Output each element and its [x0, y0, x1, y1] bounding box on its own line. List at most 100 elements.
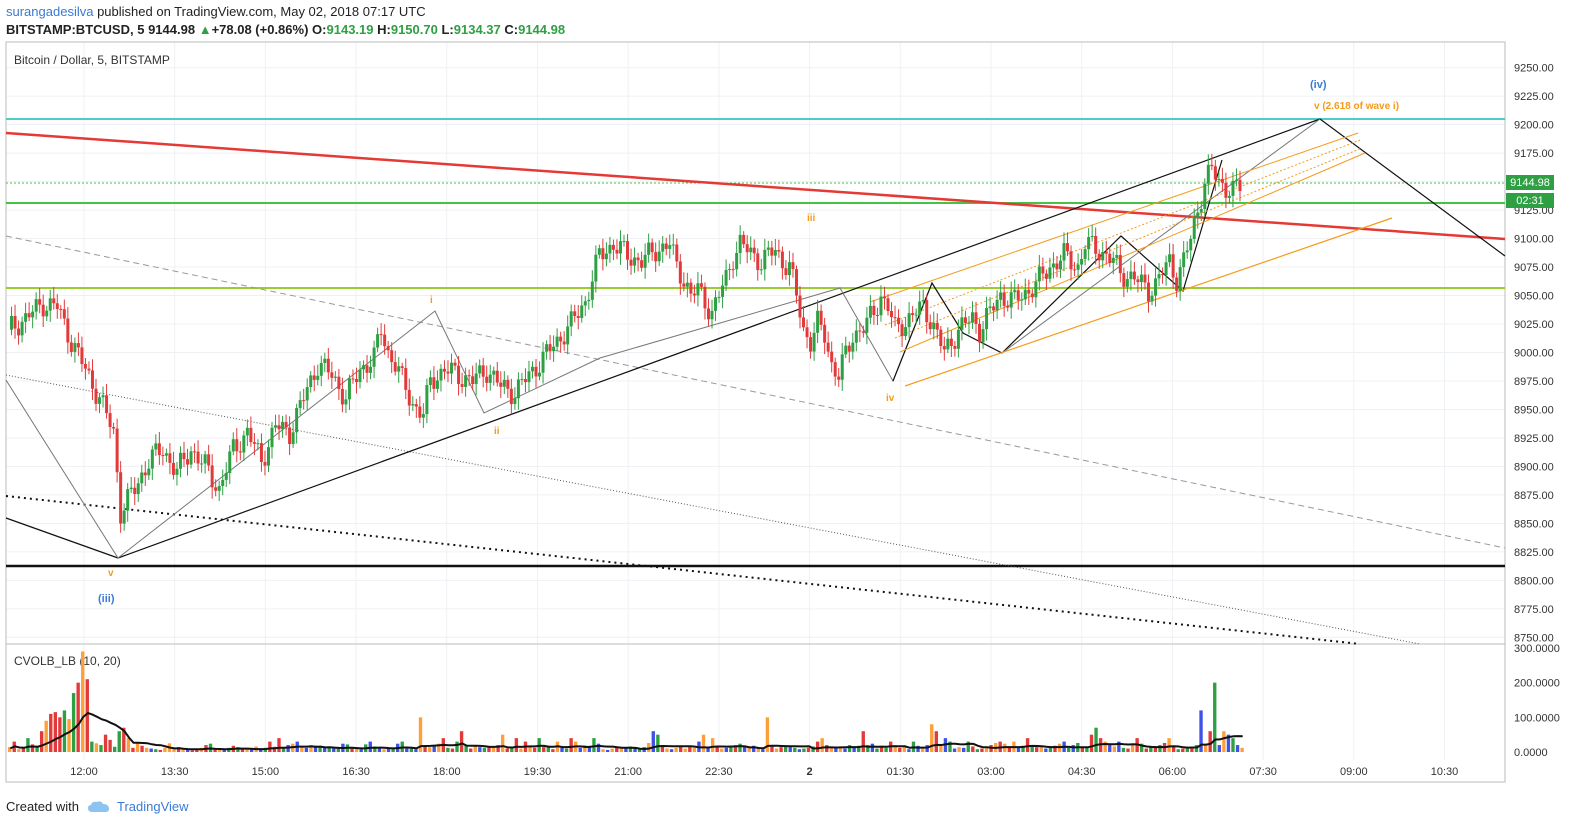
- volume-bar: [304, 747, 309, 752]
- volume-bar: [236, 747, 240, 752]
- candle-body: [252, 442, 256, 444]
- candle-body: [559, 336, 563, 342]
- volume-bar: [186, 749, 190, 752]
- uptrend-line[interactable]: [117, 118, 1321, 559]
- candle-body: [685, 282, 689, 287]
- candle-body: [1111, 257, 1115, 263]
- volume-bar: [542, 747, 546, 752]
- price-tick-label: 8750.00: [1514, 632, 1554, 644]
- volume-bar: [1094, 727, 1098, 752]
- volume-bar: [373, 746, 377, 752]
- price-tick-label: 8975.00: [1514, 376, 1554, 388]
- candle-body: [330, 372, 334, 378]
- candle-body: [985, 308, 989, 330]
- chart-area[interactable]: Bitcoin / Dollar, 5, BITSTAMP CVOLB_LB (…: [0, 40, 1585, 790]
- candle-body: [1002, 292, 1006, 306]
- volume-bar: [377, 747, 382, 752]
- candle-body: [31, 311, 35, 318]
- candle-body: [288, 427, 292, 445]
- wave-segment-left[interactable]: [5, 517, 119, 559]
- candle-body: [928, 322, 932, 330]
- fib-line-4[interactable]: [899, 152, 1366, 353]
- candle-body: [1139, 274, 1143, 283]
- author-link[interactable]: surangadesilva: [6, 4, 94, 19]
- candle-body: [1108, 253, 1112, 263]
- dotted-thick-line[interactable]: [5, 495, 1361, 645]
- candle-body: [594, 254, 598, 282]
- candle-body: [309, 375, 313, 388]
- wave-labels: i ii iii iv v (iii) (iv) v (2.618 of wav…: [98, 79, 1399, 605]
- candle-body: [488, 374, 492, 383]
- symbol: BITSTAMP:BTCUSD, 5: [6, 22, 145, 37]
- volume-bar: [1226, 734, 1231, 752]
- wave-zigzag[interactable]: [5, 282, 933, 559]
- volume-bar: [752, 745, 756, 752]
- fib-line-1[interactable]: [869, 132, 1359, 303]
- candle-body: [256, 443, 260, 445]
- candle-body: [238, 451, 242, 453]
- volume-bar: [669, 749, 674, 752]
- candle-body: [949, 338, 953, 347]
- volume-bar: [715, 746, 719, 752]
- volume-bar: [505, 748, 509, 752]
- projection-down-line[interactable]: [1319, 118, 1506, 257]
- volume-bar: [1235, 745, 1240, 752]
- candle-body: [858, 330, 862, 332]
- candle-body: [178, 452, 182, 469]
- candle-body: [770, 247, 774, 256]
- candle-body: [847, 345, 851, 352]
- volume-bar: [569, 738, 573, 752]
- candle-body: [210, 465, 214, 488]
- volume-bar: [980, 748, 984, 752]
- candle-body: [1136, 279, 1140, 283]
- candle-body: [1115, 255, 1119, 258]
- candle-body: [214, 487, 218, 491]
- volume-bar: [948, 741, 952, 752]
- time-tick-label: 06:00: [1159, 766, 1187, 778]
- candle-body: [629, 259, 633, 266]
- candle-body: [706, 308, 710, 320]
- candle-body: [182, 452, 186, 460]
- candle-body: [1129, 271, 1133, 280]
- red-trend-line[interactable]: [5, 131, 1506, 241]
- volume-bar: [825, 745, 829, 752]
- volume-bar: [1108, 745, 1112, 752]
- candle-body: [689, 282, 693, 294]
- fib-line-2[interactable]: [884, 139, 1361, 326]
- volume-bar: [779, 747, 783, 752]
- volume-bar: [62, 710, 67, 752]
- wave-v-line[interactable]: [1001, 118, 1321, 354]
- volume-bar: [71, 693, 76, 752]
- candle-body: [830, 351, 834, 363]
- candle-body: [745, 244, 749, 253]
- time-tick-label: 13:30: [161, 766, 189, 778]
- candle-body: [83, 364, 87, 369]
- price-axis[interactable]: 9250.009225.009200.009175.009150.009125.…: [1514, 63, 1554, 645]
- time-axis[interactable]: 12:00 13:30 15:00 16:30 18:00 19:30 21:00 22:30…: [70, 766, 1458, 778]
- candle-body: [728, 269, 732, 271]
- candle-body: [112, 427, 116, 429]
- volume-bar: [966, 741, 970, 752]
- candle-body: [217, 485, 221, 491]
- candle-body: [573, 311, 577, 317]
- candle-body: [323, 358, 327, 363]
- volume-bar: [806, 747, 811, 752]
- candle-body: [291, 432, 295, 445]
- dotted-thin-line[interactable]: [5, 374, 1421, 645]
- candle-body: [126, 489, 130, 511]
- candle-body: [1083, 249, 1087, 259]
- volume-axis[interactable]: 300.0000 200.0000 100.0000 0.0000: [1514, 643, 1560, 759]
- dashed-trend-line[interactable]: [5, 235, 1506, 549]
- candle-body: [105, 395, 109, 414]
- volume-bar: [26, 738, 30, 752]
- candle-body: [566, 326, 570, 345]
- volume-bar: [30, 744, 35, 752]
- volume-bar: [245, 748, 249, 752]
- volume-bar: [747, 747, 751, 752]
- tradingview-link[interactable]: TradingView: [116, 799, 189, 814]
- candle-body: [618, 241, 622, 254]
- candle-body: [520, 379, 524, 381]
- candle-body: [576, 316, 580, 318]
- candle-body: [122, 510, 126, 524]
- candle-body: [710, 310, 714, 320]
